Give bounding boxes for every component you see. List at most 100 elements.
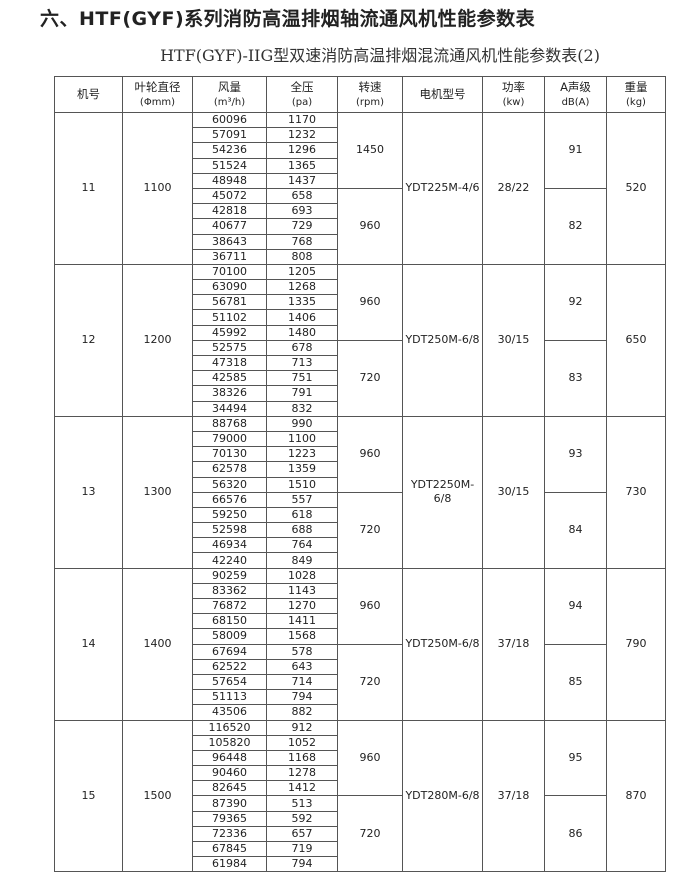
column-header: 电机型号: [402, 76, 483, 113]
airflow-cell: 52575: [192, 339, 267, 357]
airflow-cell: 60096: [192, 111, 267, 129]
power-cell: 37/18: [482, 719, 545, 873]
header-label: 电机型号: [419, 87, 466, 101]
noise-cell: 92: [544, 263, 607, 341]
pressure-cell: 1411: [266, 613, 338, 630]
header-label: 风量: [218, 79, 241, 94]
table-row: 43506 882: [55, 704, 666, 721]
speed-cell: 960: [337, 187, 403, 265]
table-row: 51113 794: [55, 689, 666, 706]
header-label: 叶轮直径: [134, 79, 181, 94]
pressure-cell: 1168: [266, 749, 338, 767]
noise-cell: 85: [544, 643, 607, 721]
airflow-cell: 45072: [192, 187, 267, 205]
table-row: 58009 1568: [55, 628, 666, 645]
table-row: 51102 1406: [55, 309, 666, 326]
speed-cell: 960: [337, 719, 403, 797]
speed-cell: 720: [337, 339, 403, 417]
pressure-cell: 794: [266, 856, 338, 873]
table-row: 66576 557 720 84: [55, 491, 666, 569]
pressure-cell: 643: [266, 658, 338, 675]
pressure-cell: 592: [266, 810, 338, 827]
airflow-cell: 38326: [192, 385, 267, 402]
header-label: 功率: [502, 79, 525, 94]
table-row: 56781 1335: [55, 294, 666, 311]
power-cell: 37/18: [482, 567, 545, 721]
airflow-cell: 48948: [192, 172, 267, 189]
airflow-cell: 51113: [192, 689, 267, 706]
airflow-cell: 47318: [192, 354, 267, 372]
motor-cell: YDT2250M-6/8: [402, 415, 483, 569]
noise-cell: 91: [544, 112, 607, 189]
header-unit: (kg): [626, 96, 646, 108]
table-row: 11 1100 60096 1170 1450 YDT225M-4/6 28/22 91 520: [54, 111, 666, 265]
airflow-cell: 42240: [192, 552, 267, 569]
airflow-cell: 79000: [192, 430, 267, 448]
table-row: 56320 1510: [55, 476, 666, 493]
pressure-cell: 693: [266, 203, 338, 220]
speed-cell: 1450: [337, 112, 403, 189]
airflow-cell: 54236: [192, 142, 267, 159]
airflow-cell: 79365: [192, 810, 267, 827]
pressure-cell: 751: [266, 370, 338, 387]
weight-cell: 870: [606, 719, 666, 873]
pressure-cell: 1412: [266, 780, 338, 797]
model-cell: 11: [54, 112, 123, 265]
speed-cell: 720: [337, 643, 403, 721]
motor-cell: YDT280M-6/8: [402, 719, 483, 873]
speed-cell: 960: [337, 263, 403, 341]
pressure-cell: 1437: [266, 172, 338, 189]
pressure-cell: 719: [266, 840, 338, 858]
pressure-cell: 1406: [266, 309, 338, 326]
weight-cell: 790: [606, 567, 666, 721]
noise-cell: 84: [544, 491, 607, 569]
table-row: 62522 643: [55, 658, 666, 675]
speed-cell: 960: [337, 415, 403, 493]
diameter-cell: 1100: [122, 112, 193, 265]
pressure-cell: 618: [266, 506, 338, 524]
diameter-cell: 1500: [122, 719, 193, 873]
airflow-cell: 38643: [192, 233, 267, 250]
pressure-cell: 1365: [266, 157, 338, 174]
pressure-cell: 557: [266, 491, 338, 508]
pressure-cell: 882: [266, 704, 338, 721]
airflow-cell: 72336: [192, 825, 267, 843]
airflow-cell: 63090: [192, 279, 267, 296]
table-row: 45992 1480: [55, 324, 666, 341]
pressure-cell: 714: [266, 673, 338, 691]
pressure-cell: 1568: [266, 628, 338, 645]
airflow-cell: 62522: [192, 658, 267, 675]
pressure-cell: 1359: [266, 461, 338, 478]
table-row: 87390 513 720 86: [55, 795, 666, 873]
pressure-cell: 1335: [266, 294, 338, 311]
airflow-cell: 76872: [192, 597, 267, 615]
pressure-cell: 688: [266, 522, 338, 539]
table-row: 12 1200 70100 1205 960 YDT250M-6/8 30/15 92 650: [54, 263, 666, 417]
airflow-cell: 51102: [192, 309, 267, 326]
header-label: A声级: [560, 79, 591, 94]
table-row: 51524 1365: [55, 157, 666, 174]
pressure-cell: 764: [266, 537, 338, 554]
speed-cell: 960: [337, 567, 403, 645]
header-label: 重量: [624, 79, 648, 94]
header-unit: (pa): [291, 96, 313, 108]
pressure-cell: 832: [266, 400, 338, 417]
airflow-cell: 90259: [192, 567, 267, 584]
airflow-cell: 68150: [192, 613, 267, 630]
pressure-cell: 1270: [266, 597, 338, 615]
pressure-cell: 794: [266, 689, 338, 706]
header-unit: (m³/h): [213, 96, 246, 108]
airflow-cell: 34494: [192, 400, 267, 417]
pressure-cell: 1480: [266, 324, 338, 341]
column-header: 转速 (rpm): [337, 76, 403, 113]
table-row: 63090 1268: [55, 279, 666, 296]
pressure-cell: 990: [266, 415, 338, 432]
header-unit: (Φmm): [139, 96, 176, 108]
pressure-cell: 1278: [266, 765, 338, 782]
airflow-cell: 43506: [192, 704, 267, 721]
model-cell: 12: [54, 263, 123, 417]
table-row: 72336 657: [55, 825, 666, 843]
header-label: 全压: [290, 79, 314, 94]
model-cell: 14: [54, 567, 123, 721]
noise-cell: 86: [544, 795, 607, 873]
